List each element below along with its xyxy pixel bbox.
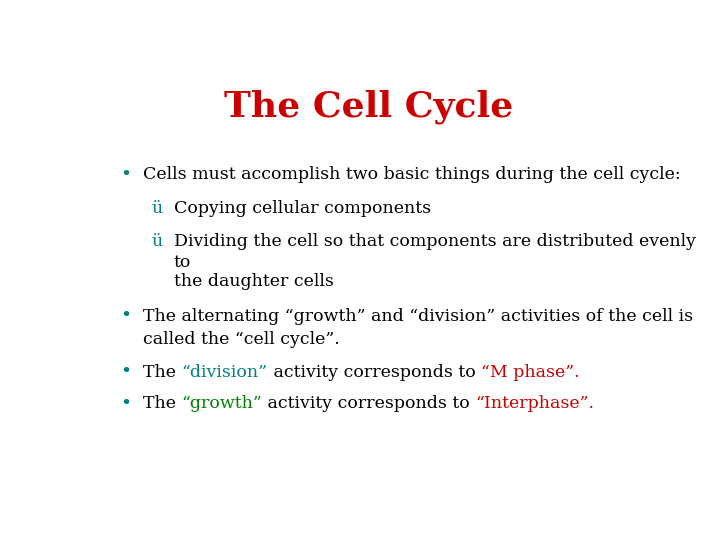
Text: “M phase”.: “M phase”. (481, 364, 580, 381)
Text: •: • (121, 307, 132, 326)
Text: activity corresponds to: activity corresponds to (262, 395, 475, 412)
Text: •: • (121, 166, 132, 184)
Text: “division”: “division” (181, 364, 268, 381)
Text: •: • (121, 363, 132, 381)
Text: “growth”: “growth” (181, 395, 262, 412)
Text: called the “cell cycle”.: called the “cell cycle”. (143, 330, 340, 348)
Text: activity corresponds to: activity corresponds to (268, 364, 481, 381)
Text: The: The (143, 395, 181, 412)
Text: Copying cellular components: Copying cellular components (174, 200, 431, 217)
Text: The Cell Cycle: The Cell Cycle (225, 89, 513, 124)
Text: Dividing the cell so that components are distributed evenly: Dividing the cell so that components are… (174, 233, 696, 250)
Text: ü: ü (151, 200, 163, 217)
Text: the daughter cells: the daughter cells (174, 273, 333, 291)
Text: The alternating “growth” and “division” activities of the cell is: The alternating “growth” and “division” … (143, 308, 693, 325)
Text: •: • (121, 395, 132, 413)
Text: ü: ü (151, 233, 163, 250)
Text: Cells must accomplish two basic things during the cell cycle:: Cells must accomplish two basic things d… (143, 166, 680, 184)
Text: “Interphase”.: “Interphase”. (475, 395, 595, 412)
Text: to: to (174, 254, 191, 271)
Text: The: The (143, 364, 181, 381)
